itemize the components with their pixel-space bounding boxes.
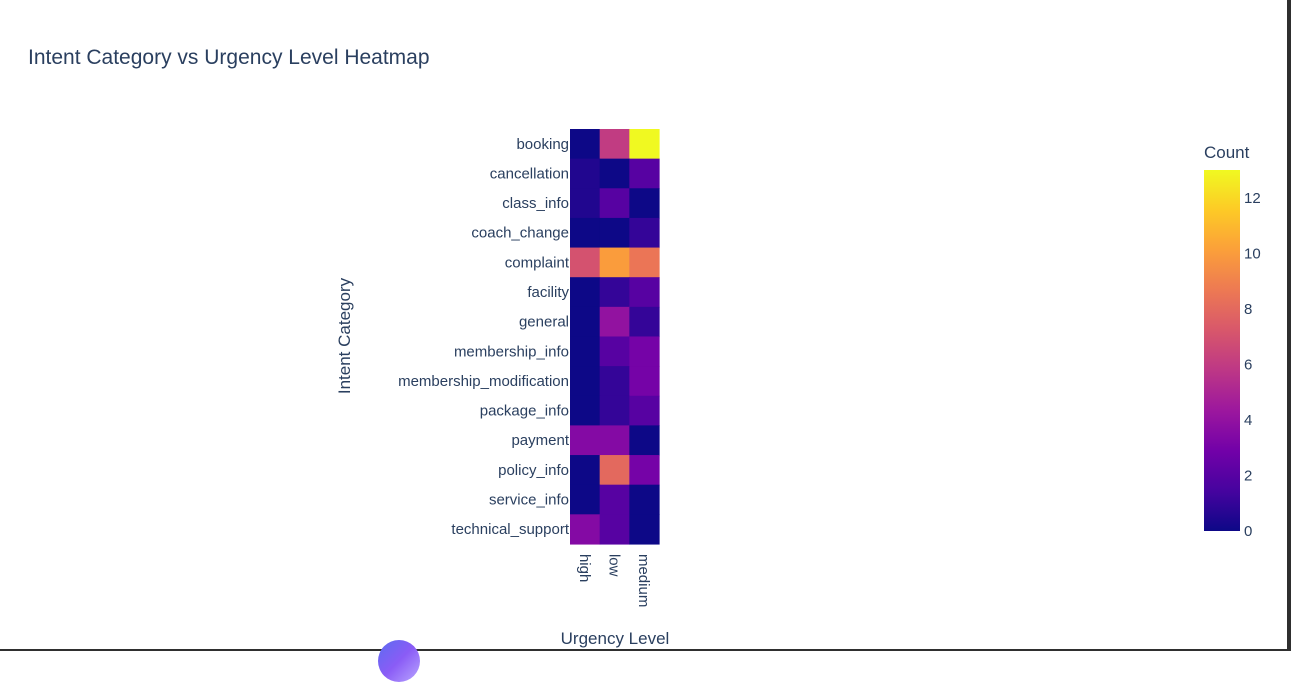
heatmap-cell-cancellation-medium [629,158,660,189]
heatmap-cell-membership_info-high [570,336,601,367]
heatmap-cell-facility-medium [629,277,660,308]
x-axis-title: Urgency Level [561,629,670,648]
y-tick-label: booking [516,136,569,153]
heatmap-cell-coach_change-medium [629,217,660,249]
heatmap-cell-package_info-low [599,395,630,426]
x-tick-label: high [576,554,593,582]
colorbar-tick-label: 12 [1244,190,1261,207]
heatmap-cell-class_info-low [599,188,630,219]
heatmap-cell-service_info-high [570,484,601,515]
y-tick-label: coach_change [471,225,569,242]
heatmap-cell-technical_support-medium [629,514,660,545]
colorbar-tick-label: 10 [1244,245,1261,262]
heatmap-cell-cancellation-low [599,158,630,189]
heatmap-cells [570,129,660,545]
colorbar-tick-labels: 0 2 4 6 8 10 12 [1244,190,1261,540]
heatmap-cell-booking-high [570,129,601,160]
heatmap-cell-membership_info-low [599,336,630,367]
colorbar-tick-label: 0 [1244,523,1252,540]
heatmap-cell-cancellation-high [570,158,601,189]
heatmap-cell-general-medium [629,306,660,338]
heatmap-cell-service_info-medium [629,484,660,515]
y-axis-title: Intent Category [335,277,354,394]
heatmap-cell-policy_info-high [570,455,601,486]
heatmap-cell-technical_support-high [570,514,601,545]
y-tick-label: class_info [502,195,569,212]
heatmap-cell-package_info-medium [629,395,660,426]
chart-title: Intent Category vs Urgency Level Heatmap [28,46,430,69]
y-tick-label: payment [511,432,569,449]
y-tick-label: technical_support [451,521,569,538]
y-tick-label: facility [527,284,569,301]
y-tick-label: cancellation [490,165,569,182]
heatmap-cell-policy_info-low [599,455,630,486]
colorbar-tick-label: 4 [1244,412,1252,429]
y-tick-label: general [519,314,569,331]
colorbar-gradient [1204,170,1240,531]
assistant-launcher-icon[interactable] [378,640,420,682]
heatmap-cell-payment-low [599,425,630,456]
window-edge-right [1287,0,1291,651]
heatmap-cell-membership_info-medium [629,336,660,367]
window-edge-bottom [0,649,1291,651]
heatmap-cell-class_info-high [570,188,601,219]
heatmap-cell-booking-low [599,129,630,160]
y-tick-label: complaint [505,254,570,271]
heatmap-cell-complaint-medium [629,247,660,278]
heatmap-cell-payment-medium [629,425,660,456]
heatmap-cell-class_info-medium [629,188,660,219]
y-tick-label: membership_modification [398,373,569,390]
x-tick-label: low [606,554,623,577]
colorbar-tick-label: 2 [1244,467,1252,484]
heatmap-cell-general-low [599,306,630,338]
heatmap-cell-coach_change-high [570,217,601,249]
y-tick-label: package_info [480,403,569,420]
heatmap-cell-payment-high [570,425,601,456]
heatmap-cell-complaint-high [570,247,601,278]
x-tick-labels: high low medium [576,554,652,607]
heatmap-cell-membership_modification-high [570,366,601,397]
heatmap-cell-technical_support-low [599,514,630,545]
heatmap-cell-complaint-low [599,247,630,278]
heatmap-cell-facility-high [570,277,601,308]
heatmap-cell-facility-low [599,277,630,308]
colorbar: Count 0 2 4 6 8 10 12 [1204,143,1261,540]
heatmap-cell-booking-medium [629,129,660,160]
y-tick-label: membership_info [454,343,569,360]
heatmap-cell-package_info-high [570,395,601,426]
y-tick-label: service_info [489,492,569,509]
heatmap-cell-policy_info-medium [629,455,660,486]
colorbar-tick-label: 6 [1244,356,1252,373]
colorbar-tick-label: 8 [1244,301,1252,318]
colorbar-title: Count [1204,143,1250,162]
heatmap-cell-general-high [570,306,601,338]
x-tick-label: medium [635,554,652,607]
y-tick-labels: booking cancellation class_info coach_chang… [398,136,570,538]
heatmap-cell-coach_change-low [599,217,630,249]
heatmap-cell-service_info-low [599,484,630,515]
y-tick-label: policy_info [498,462,569,479]
heatmap-chart: booking cancellation class_info coach_chang… [335,129,1261,648]
heatmap-cell-membership_modification-medium [629,366,660,397]
heatmap-cell-membership_modification-low [599,366,630,397]
